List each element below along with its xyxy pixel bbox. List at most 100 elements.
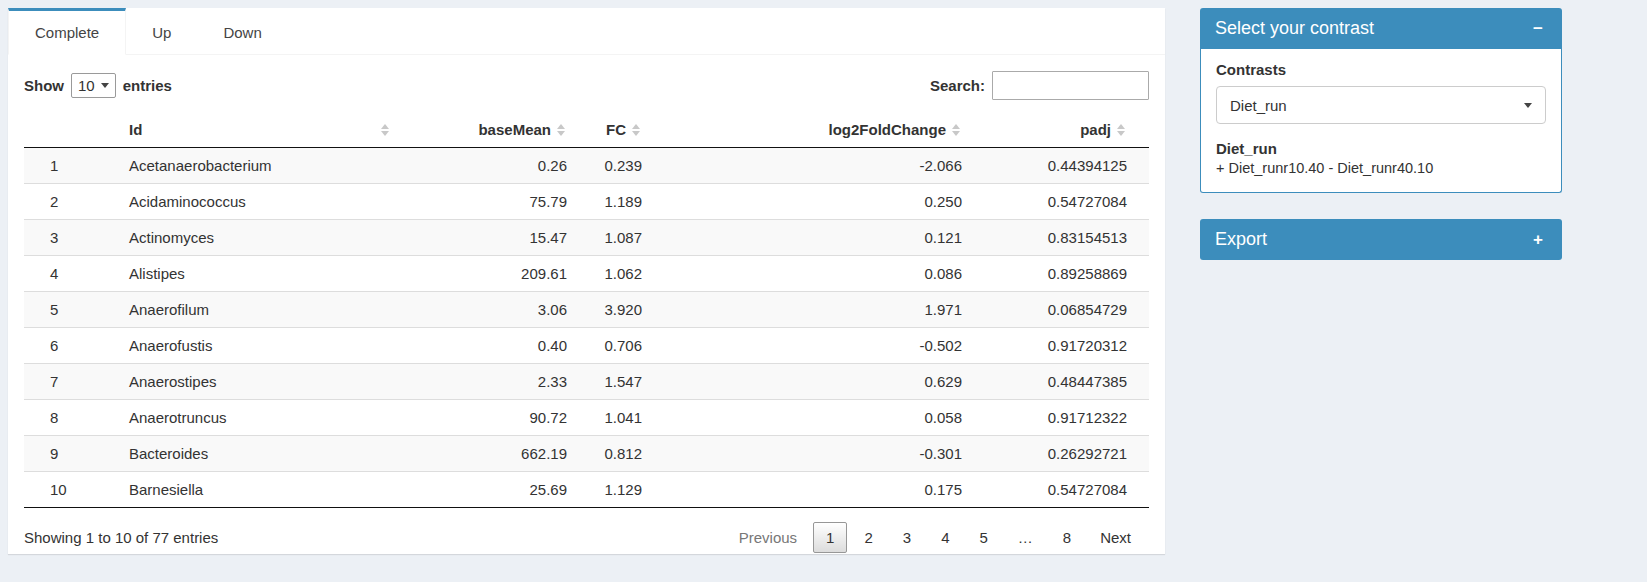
- cell-num: 7: [24, 364, 109, 400]
- header-log2foldchange[interactable]: log2FoldChange: [664, 112, 984, 148]
- cell-padj: 0.44394125: [984, 148, 1149, 184]
- cell-padj: 0.48447385: [984, 364, 1149, 400]
- header-rownum: [24, 112, 109, 148]
- tab-bar: Complete Up Down: [8, 8, 1165, 55]
- page-button[interactable]: 8: [1050, 522, 1084, 553]
- cell-padj: 0.89258869: [984, 256, 1149, 292]
- table-info: Showing 1 to 10 of 77 entries: [24, 529, 218, 546]
- cell-fc: 1.087: [589, 220, 664, 256]
- page-button[interactable]: 5: [966, 522, 1000, 553]
- cell-log2fc: 1.971: [664, 292, 984, 328]
- cell-num: 9: [24, 436, 109, 472]
- cell-id: Acetanaerobacterium: [109, 148, 399, 184]
- cell-padj: 0.83154513: [984, 220, 1149, 256]
- contrast-name: Diet_run: [1216, 140, 1546, 157]
- cell-baseMean: 25.69: [399, 472, 589, 508]
- entries-length-select[interactable]: 10: [71, 73, 116, 98]
- sort-icon: [952, 124, 960, 136]
- pagination-pages: 12345…8: [813, 522, 1084, 553]
- cell-baseMean: 75.79: [399, 184, 589, 220]
- pagination-next-button[interactable]: Next: [1088, 523, 1143, 552]
- cell-log2fc: 0.086: [664, 256, 984, 292]
- cell-num: 8: [24, 400, 109, 436]
- contrast-panel-title: Select your contrast: [1215, 18, 1374, 39]
- sort-icon: [557, 124, 565, 136]
- cell-id: Barnesiella: [109, 472, 399, 508]
- sort-icon: [632, 124, 640, 136]
- page-button[interactable]: 2: [851, 522, 885, 553]
- contrasts-label: Contrasts: [1216, 61, 1546, 78]
- cell-fc: 1.547: [589, 364, 664, 400]
- page-button[interactable]: 4: [928, 522, 962, 553]
- table-row: 3Actinomyces15.471.0870.1210.83154513: [24, 220, 1149, 256]
- cell-fc: 1.189: [589, 184, 664, 220]
- cell-baseMean: 662.19: [399, 436, 589, 472]
- sort-icon: [1117, 124, 1125, 136]
- cell-fc: 1.041: [589, 400, 664, 436]
- cell-id: Anaerofustis: [109, 328, 399, 364]
- search-label: Search:: [930, 77, 985, 94]
- cell-padj: 0.54727084: [984, 184, 1149, 220]
- cell-baseMean: 0.40: [399, 328, 589, 364]
- table-row: 1Acetanaerobacterium0.260.239-2.0660.443…: [24, 148, 1149, 184]
- cell-num: 6: [24, 328, 109, 364]
- header-fc[interactable]: FC: [589, 112, 664, 148]
- cell-num: 4: [24, 256, 109, 292]
- table-row: 5Anaerofilum3.063.9201.9710.06854729: [24, 292, 1149, 328]
- results-card: Complete Up Down Show 10 entries Search:: [8, 8, 1165, 554]
- cell-baseMean: 2.33: [399, 364, 589, 400]
- cell-padj: 0.54727084: [984, 472, 1149, 508]
- entries-length-value: 10: [78, 77, 95, 94]
- cell-num: 2: [24, 184, 109, 220]
- cell-padj: 0.91712322: [984, 400, 1149, 436]
- pagination-ellipsis: …: [1005, 522, 1046, 553]
- table-header-row: Id baseMean FC: [24, 112, 1149, 148]
- header-fc-label: FC: [606, 121, 626, 138]
- tab-down[interactable]: Down: [197, 8, 287, 55]
- contrast-panel-header[interactable]: Select your contrast −: [1200, 8, 1562, 49]
- cell-fc: 0.812: [589, 436, 664, 472]
- header-id[interactable]: Id: [109, 112, 399, 148]
- page-button[interactable]: 3: [890, 522, 924, 553]
- collapse-icon[interactable]: −: [1529, 18, 1547, 39]
- cell-fc: 1.062: [589, 256, 664, 292]
- export-panel-title: Export: [1215, 229, 1267, 250]
- table-row: 7Anaerostipes2.331.5470.6290.48447385: [24, 364, 1149, 400]
- pagination-previous-button[interactable]: Previous: [727, 523, 809, 552]
- cell-baseMean: 209.61: [399, 256, 589, 292]
- expand-icon[interactable]: +: [1529, 229, 1547, 250]
- table-row: 4Alistipes209.611.0620.0860.89258869: [24, 256, 1149, 292]
- cell-log2fc: -2.066: [664, 148, 984, 184]
- header-log2foldchange-label: log2FoldChange: [829, 121, 947, 138]
- page-button[interactable]: 1: [813, 522, 847, 553]
- cell-log2fc: 0.629: [664, 364, 984, 400]
- cell-padj: 0.91720312: [984, 328, 1149, 364]
- search-input[interactable]: [992, 71, 1149, 100]
- tab-up[interactable]: Up: [126, 8, 197, 55]
- cell-log2fc: 0.250: [664, 184, 984, 220]
- cell-log2fc: 0.058: [664, 400, 984, 436]
- cell-log2fc: -0.502: [664, 328, 984, 364]
- cell-baseMean: 90.72: [399, 400, 589, 436]
- table-row: 9Bacteroides662.190.812-0.3010.26292721: [24, 436, 1149, 472]
- cell-fc: 3.920: [589, 292, 664, 328]
- header-basemean[interactable]: baseMean: [399, 112, 589, 148]
- tab-complete[interactable]: Complete: [8, 8, 126, 55]
- sidebar: Select your contrast − Contrasts Diet_ru…: [1200, 8, 1562, 260]
- chevron-down-icon: [101, 83, 109, 88]
- cell-log2fc: 0.175: [664, 472, 984, 508]
- export-panel-header[interactable]: Export +: [1200, 219, 1562, 260]
- cell-baseMean: 3.06: [399, 292, 589, 328]
- header-padj[interactable]: padj: [984, 112, 1149, 148]
- cell-padj: 0.26292721: [984, 436, 1149, 472]
- cell-id: Anaerotruncus: [109, 400, 399, 436]
- cell-num: 3: [24, 220, 109, 256]
- header-basemean-label: baseMean: [478, 121, 551, 138]
- contrast-panel: Select your contrast − Contrasts Diet_ru…: [1200, 8, 1562, 193]
- header-id-label: Id: [129, 121, 142, 138]
- cell-fc: 1.129: [589, 472, 664, 508]
- pagination: Previous 12345…8 Next: [727, 522, 1149, 553]
- cell-fc: 0.239: [589, 148, 664, 184]
- header-padj-label: padj: [1080, 121, 1111, 138]
- contrast-select[interactable]: Diet_run: [1216, 86, 1546, 124]
